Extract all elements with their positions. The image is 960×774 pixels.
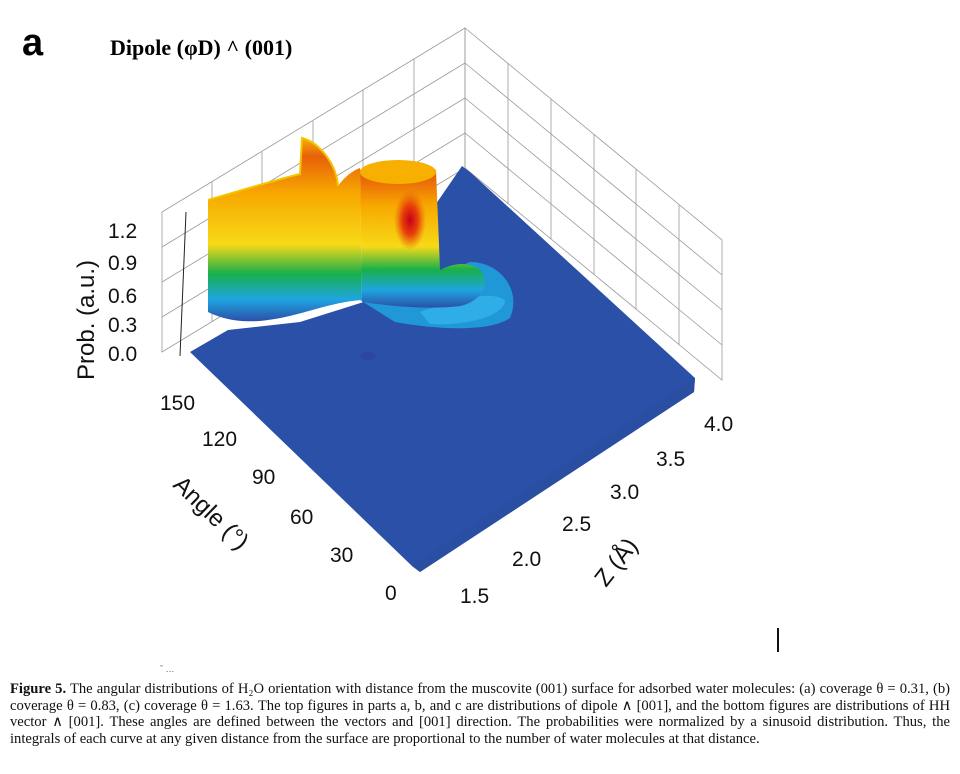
distance-tick-4: 3.0 [610, 481, 639, 504]
z-axis-label: Prob. (a.u.) [73, 260, 100, 380]
z-axis-ticks: 1.2 0.9 0.6 0.3 0.0 [108, 220, 137, 366]
distance-axis-label: Z (Å) [589, 532, 644, 591]
distance-tick-5: 3.5 [656, 448, 685, 471]
angle-axis-label: Angle (°) [168, 471, 254, 555]
surface-peak-left [208, 138, 362, 322]
surface-hotspot [394, 190, 426, 250]
figure-panel-a: a Dipole (φD) ^ (001) [22, 22, 733, 674]
angle-tick-150: 150 [160, 392, 195, 415]
angle-tick-90: 90 [252, 466, 275, 489]
surface-floor-edge [412, 378, 695, 572]
caption-text: The angular distributions of H₂O orienta… [10, 681, 950, 748]
distance-axis-ticks: 1.5 2.0 2.5 3.0 3.5 4.0 [460, 413, 733, 608]
panel-title: Dipole (φD) ^ (001) [110, 35, 292, 60]
angle-tick-30: 30 [330, 544, 353, 567]
z-tick-2: 0.9 [108, 252, 137, 275]
caption-label: Figure 5. [10, 681, 67, 697]
figure-caption: Figure 5. The angular distributions of H… [10, 681, 950, 748]
z-tick-3: 0.6 [108, 285, 137, 308]
angle-tick-60: 60 [290, 506, 313, 529]
surface-tail-light [420, 295, 505, 325]
distance-tick-1: 1.5 [460, 585, 489, 608]
panel-letter: a [22, 22, 44, 64]
z-tick-1: 1.2 [108, 220, 137, 243]
text-cursor [777, 628, 779, 652]
surface-artifact [360, 352, 376, 360]
angle-tick-0: 0 [385, 582, 397, 605]
z-tick-4: 0.3 [108, 314, 137, 337]
angle-tick-120: 120 [202, 428, 237, 451]
surface-peak-top [360, 160, 436, 184]
angle-axis-ticks: 150 120 90 60 30 0 [160, 392, 397, 605]
distance-tick-2: 2.0 [512, 548, 541, 571]
z-axis [179, 211, 187, 357]
distance-tick-3: 2.5 [562, 513, 591, 536]
z-tick-5: 0.0 [108, 343, 137, 366]
surface-peak-top-left [207, 136, 339, 201]
residual-mark: ˇ … [160, 664, 175, 674]
back-wall-right [464, 27, 723, 381]
distance-tick-6: 4.0 [704, 413, 733, 436]
